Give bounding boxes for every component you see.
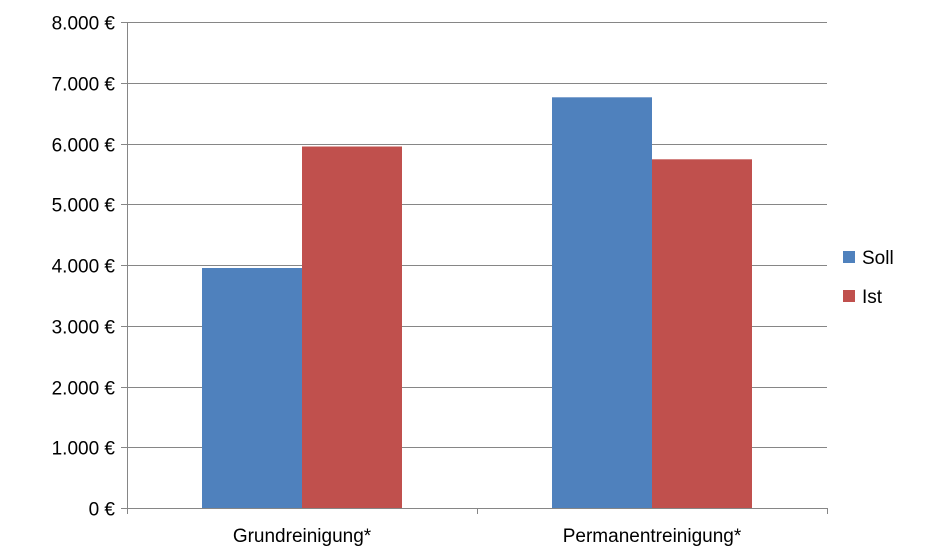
y-tick-label: 4.000 € <box>52 257 116 278</box>
y-tick-label: 0 € <box>89 500 116 521</box>
legend-label-soll: Soll <box>862 248 894 269</box>
y-tick-label: 3.000 € <box>52 318 116 339</box>
y-tick-label: 7.000 € <box>52 75 116 96</box>
legend-swatch-soll <box>843 251 855 263</box>
x-category-label: Permanentreinigung* <box>563 526 742 547</box>
legend-swatch-ist <box>843 290 855 302</box>
bar-ist-1 <box>652 159 752 509</box>
y-tick-label: 8.000 € <box>52 14 116 35</box>
bar-soll-1 <box>552 97 652 509</box>
y-tick-label: 6.000 € <box>52 136 116 157</box>
legend: Soll Ist <box>843 248 894 308</box>
legend-label-ist: Ist <box>862 287 883 308</box>
bar-soll-0 <box>202 268 302 508</box>
y-axis-tick-labels: 0 € 1.000 € 2.000 € 3.000 € 4.000 € 5.000 € 6.… <box>52 14 116 521</box>
y-tick-label: 5.000 € <box>52 196 116 217</box>
x-axis-category-labels: Grundreinigung* Permanentreinigung* <box>233 526 742 547</box>
x-category-label: Grundreinigung* <box>233 526 372 547</box>
bar-ist-0 <box>302 146 402 508</box>
y-tick-label: 1.000 € <box>52 439 116 460</box>
bars <box>202 97 752 509</box>
axes <box>121 22 828 514</box>
y-tick-label: 2.000 € <box>52 379 116 400</box>
